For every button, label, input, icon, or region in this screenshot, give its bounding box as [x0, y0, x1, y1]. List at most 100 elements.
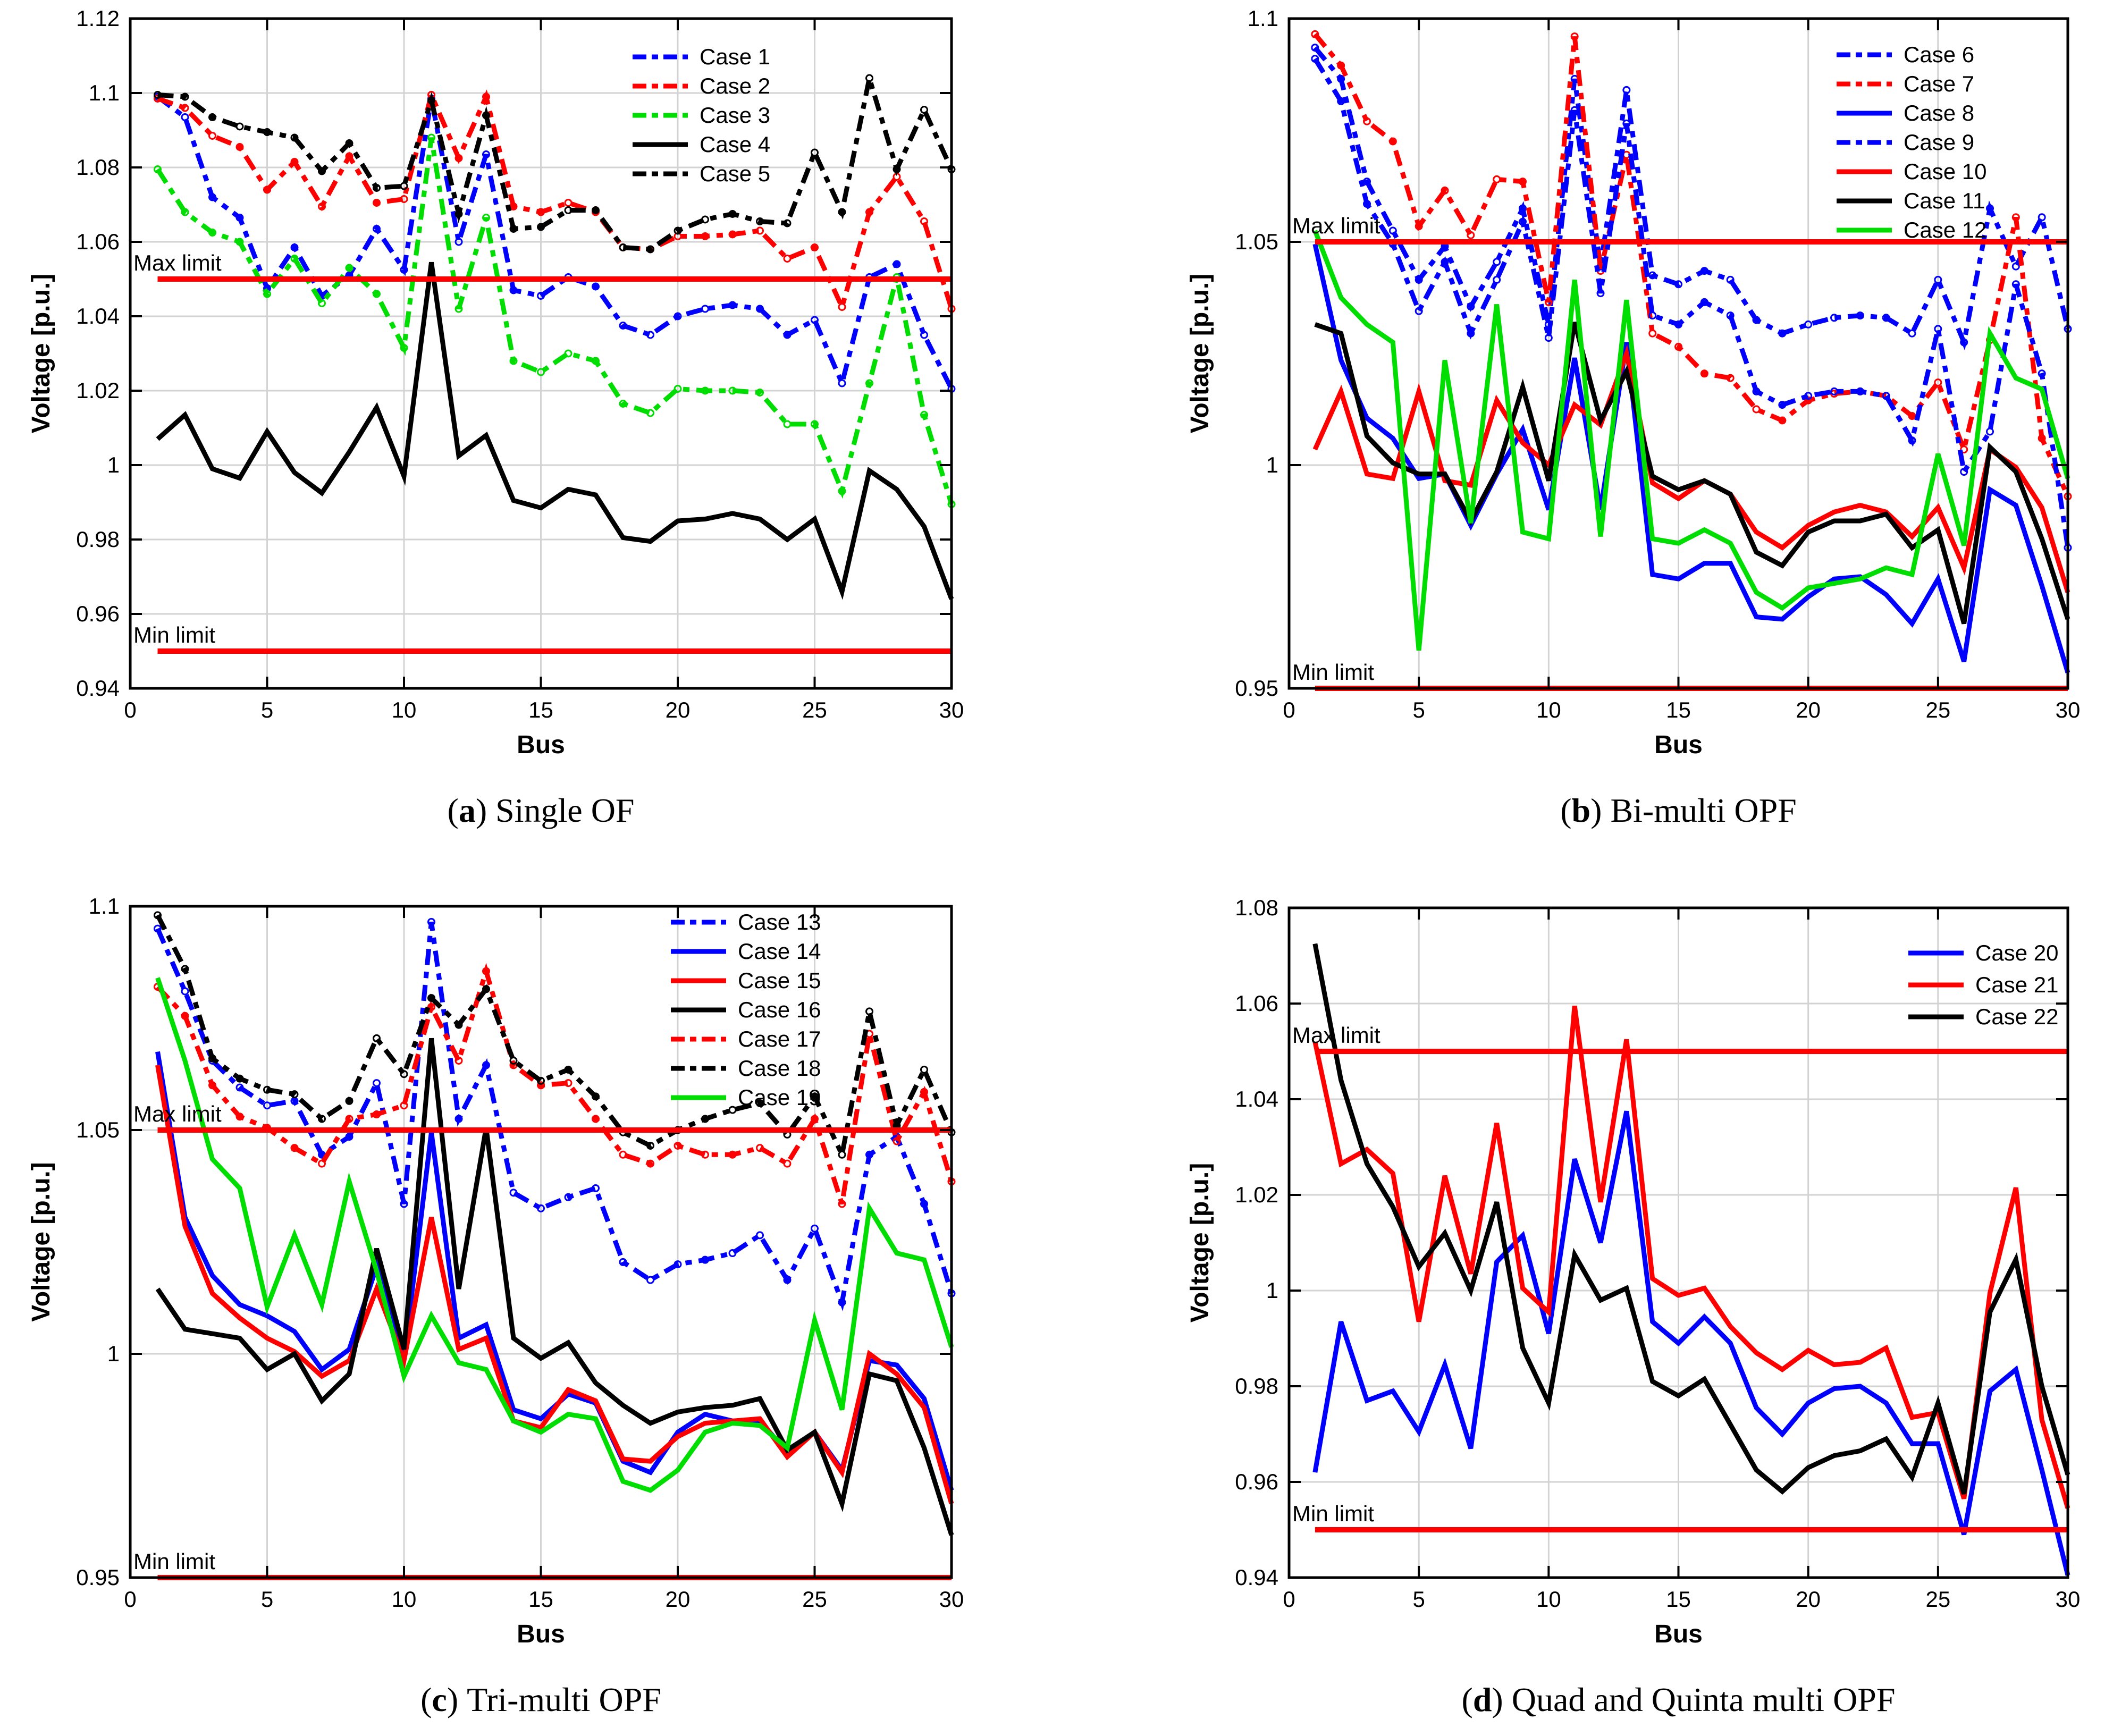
marker [1493, 258, 1501, 266]
legend-label: Case 9 [1904, 130, 1974, 155]
marker [1778, 416, 1787, 425]
marker [838, 208, 846, 216]
x-axis-label: Bus [517, 731, 565, 759]
marker [1960, 468, 1968, 476]
marker [1622, 119, 1631, 128]
marker [592, 357, 600, 365]
marker [838, 1200, 846, 1208]
marker [1363, 200, 1371, 208]
marker [290, 158, 299, 166]
y-tick-label: 1.04 [1235, 1086, 1278, 1111]
tick-marks [1288, 907, 2069, 1579]
marker [1674, 280, 1682, 289]
tick-marks [1288, 18, 2069, 689]
grid-lines [129, 18, 953, 689]
legend-label: Case 2 [700, 73, 770, 98]
max-limit-label: Max limit [133, 250, 222, 275]
marker [427, 96, 435, 105]
legend-label: Case 21 [1975, 972, 2058, 997]
y-tick-label: 1 [1266, 452, 1278, 477]
caption-paren: ) [447, 1681, 459, 1718]
marker [1467, 231, 1475, 239]
marker [592, 1092, 600, 1101]
marker [865, 1150, 873, 1159]
marker [345, 1133, 353, 1141]
x-tick-label: 10 [1536, 1587, 1561, 1612]
marker [646, 331, 654, 339]
x-tick-label: 30 [939, 697, 964, 722]
marker [920, 217, 928, 225]
marker [400, 182, 408, 190]
marker [838, 379, 846, 387]
x-axis-label: Bus [1654, 1620, 1703, 1648]
marker [235, 214, 244, 222]
marker [373, 1110, 381, 1119]
marker [619, 1150, 627, 1159]
series-group [1312, 943, 2070, 1576]
marker [728, 1106, 737, 1114]
marker [509, 1056, 518, 1065]
series-case-2 [157, 87, 954, 314]
marker [701, 232, 709, 240]
legend-label: Case 22 [1975, 1004, 2058, 1029]
marker [728, 386, 737, 395]
legend: Case 6 Case 7 Case 8 Case 9 Case 10 Case 11 Ca… [1837, 42, 1986, 242]
marker [1415, 307, 1423, 315]
series-case-19 [155, 977, 954, 1493]
y-tick-label: 1.1 [89, 80, 120, 105]
marker [482, 92, 490, 101]
marker [811, 243, 819, 251]
y-axis-label: Voltage [p.u.] [1186, 274, 1214, 433]
marker [400, 1101, 408, 1110]
legend-label: Case 4 [700, 132, 770, 157]
marker [454, 210, 463, 218]
marker [1648, 311, 1657, 320]
marker [235, 143, 244, 151]
marker [783, 1276, 792, 1284]
marker [181, 92, 189, 101]
legend-label: Case 7 [1904, 71, 1974, 96]
y-tick-label: 1.02 [1235, 1182, 1278, 1207]
marker [509, 286, 518, 294]
y-tick-label: 1 [107, 1341, 120, 1366]
marker [2038, 369, 2046, 378]
series-case-21 [1312, 1005, 2070, 1509]
marker [454, 1115, 463, 1123]
marker [427, 133, 435, 142]
marker [646, 1141, 654, 1150]
marker [783, 219, 792, 227]
series-case-5 [157, 77, 954, 252]
tick-marks [129, 18, 953, 689]
x-tick-label: 15 [1666, 697, 1691, 722]
x-tick-label: 5 [1412, 1587, 1425, 1612]
marker [181, 104, 189, 112]
marker [838, 1298, 846, 1307]
marker [1882, 314, 1890, 322]
marker [482, 111, 490, 120]
marker [345, 152, 353, 161]
marker [318, 167, 326, 175]
marker [728, 230, 737, 239]
series-case-4 [156, 262, 954, 600]
marker [1908, 436, 1916, 445]
chart-b-svg: Max limit Min limit 0 5 10 15 20 25 30 0.95 1 1.05 1… [1186, 6, 2080, 759]
series-case-13 [155, 921, 954, 1312]
marker [893, 260, 901, 268]
marker [1311, 55, 1319, 63]
marker [728, 210, 737, 218]
caption-paren: ) [475, 791, 487, 829]
marker [454, 154, 463, 162]
marker [920, 331, 928, 339]
marker [1960, 445, 1968, 454]
marker [1363, 117, 1371, 125]
marker [1415, 275, 1423, 284]
marker [564, 349, 573, 358]
marker [756, 1099, 764, 1107]
y-tick-label: 0.94 [76, 676, 120, 701]
chart-c-svg: Max limit Min limit 0 5 10 15 20 25 30 0.95 1 1.05 1… [27, 894, 964, 1648]
marker [290, 1144, 299, 1152]
chart-cell-c: Max limit Min limit 0 5 10 15 20 25 30 0.95 1 1.05 1… [0, 889, 1056, 1736]
legend-label: Case 1 [700, 44, 770, 69]
caption-a: (a) Single OF [0, 791, 1056, 830]
marker [181, 208, 189, 216]
